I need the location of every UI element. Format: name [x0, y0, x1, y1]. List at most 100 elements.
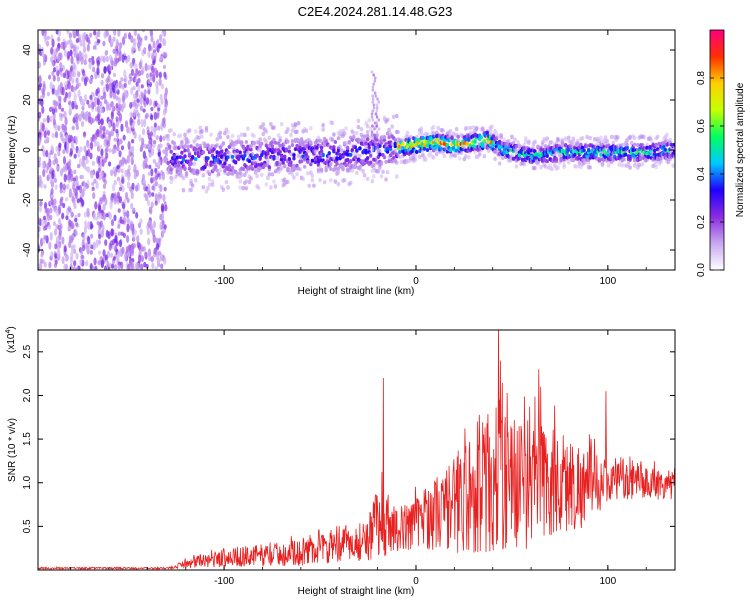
- spectrogram-cell: [63, 252, 68, 257]
- spectrogram-cell: [150, 106, 154, 112]
- spectrogram-cell: [69, 39, 73, 48]
- spectrogram-cell: [655, 134, 660, 139]
- spectrogram-cell: [127, 79, 131, 85]
- spectrogram-cell: [74, 86, 78, 91]
- spectrogram-cell: [183, 167, 187, 172]
- spectrogram-cell: [83, 211, 87, 218]
- spectrogram-cell: [57, 55, 61, 62]
- spectrogram-cell: [59, 116, 63, 122]
- spectrogram-cell: [45, 136, 49, 143]
- spectrogram-cell: [84, 53, 88, 60]
- spectrogram-cell: [332, 132, 336, 137]
- spectrogram-cell: [67, 206, 71, 211]
- spectrogram-cell: [48, 261, 52, 269]
- spectrogram-cell: [57, 217, 62, 225]
- spectrogram-cell: [124, 191, 129, 200]
- spectrogram-cell: [155, 243, 160, 250]
- spectrogram-cell: [57, 151, 61, 157]
- spectrogram-cell: [55, 101, 59, 107]
- spectrogram-cell: [86, 99, 90, 105]
- spectrogram-cell: [321, 127, 325, 132]
- snr-frame: [37, 329, 676, 571]
- spectrogram-cell: [89, 94, 93, 100]
- spectrogram-cell: [301, 176, 305, 182]
- spectrogram-cell: [110, 128, 114, 136]
- spectrogram-cell: [249, 176, 253, 181]
- snr-x-tick-label: 100: [600, 576, 617, 587]
- spectrogram-cell: [109, 200, 113, 210]
- spectrogram-cell: [42, 118, 47, 123]
- spectrogram-cell: [181, 188, 186, 193]
- spectrogram-cell: [90, 233, 94, 239]
- spectrogram-cell: [657, 148, 662, 154]
- spectrogram-spike-cell: [374, 94, 378, 98]
- spectrogram-cell: [210, 182, 215, 188]
- spectrogram-cell: [100, 148, 104, 157]
- spectrogram-cell: [148, 190, 152, 198]
- spectrogram-cell: [51, 88, 55, 95]
- spectrogram-cell: [272, 154, 276, 159]
- spectrogram-cell: [599, 135, 603, 140]
- spectrogram-cell: [169, 128, 173, 133]
- spectrogram-spike-cell: [375, 109, 379, 113]
- spectrogram-cell: [88, 57, 92, 63]
- spectrogram-cell: [365, 176, 370, 182]
- spectrogram-cell: [91, 66, 96, 73]
- spectrogram-cell: [580, 136, 585, 141]
- spectrogram-cell: [243, 132, 247, 138]
- spectrogram-cell: [42, 225, 47, 231]
- spectrogram-cell: [120, 145, 125, 151]
- spectrogram-cell: [376, 169, 381, 174]
- spectrogram-cell: [97, 260, 101, 266]
- spectrogram-cell: [163, 71, 167, 78]
- spectrogram-cell: [107, 140, 111, 148]
- spectrogram-cell: [327, 151, 331, 156]
- spectrogram-y-tick-label: 40: [22, 44, 33, 56]
- spectrogram-spike-cell: [370, 130, 374, 134]
- spectrogram-cell: [192, 161, 196, 167]
- spectrogram-cell: [158, 175, 162, 180]
- spectrogram-cell: [132, 86, 136, 91]
- spectrogram-cell: [56, 76, 61, 82]
- spectrogram-cell: [43, 201, 48, 210]
- spectrogram-cell: [261, 122, 266, 127]
- spectrogram-cell: [130, 35, 134, 43]
- spectrogram-cell: [186, 139, 190, 144]
- spectrogram-cell: [238, 185, 243, 190]
- spectrogram-cell: [215, 168, 219, 173]
- spectrogram-cell: [289, 132, 293, 138]
- spectrogram-cell: [347, 139, 351, 144]
- spectrogram-cell: [359, 138, 364, 143]
- spectrogram-cell: [207, 176, 212, 182]
- spectrogram-cell: [548, 163, 553, 168]
- spectrogram-cell: [55, 65, 59, 71]
- spectrogram-cell: [137, 77, 141, 84]
- spectrogram-cell: [148, 151, 152, 158]
- spectrogram-cell: [147, 89, 151, 95]
- spectrogram-cell: [588, 165, 592, 170]
- spectrogram-cell: [147, 132, 151, 140]
- spectrogram-cell: [394, 113, 399, 119]
- snr-y-axis: 0.5 1.0 1.5 2.0 2.5: [22, 344, 675, 533]
- spectrogram-cell: [152, 60, 156, 66]
- spectrogram-cell: [166, 137, 170, 142]
- spectrogram-cell: [112, 30, 116, 34]
- spectrogram-cell: [130, 68, 135, 76]
- spectrogram-cell: [144, 63, 148, 72]
- spectrogram-cell: [74, 217, 78, 223]
- spectrogram-cell: [89, 249, 93, 255]
- spectrogram-cell: [510, 134, 514, 140]
- spectrogram-cell: [304, 128, 309, 134]
- spectrogram-cell: [48, 241, 52, 250]
- spectrogram-cell: [73, 153, 77, 159]
- spectrogram-cell: [41, 123, 45, 132]
- spectrogram-cell: [96, 171, 100, 179]
- spectrogram-cell: [118, 180, 122, 186]
- spectrogram-cell: [609, 134, 614, 140]
- spectrogram-cell: [441, 128, 445, 133]
- spectrogram-cell: [127, 218, 131, 225]
- spectrogram-cell: [169, 149, 173, 154]
- spectrogram-cell: [48, 74, 52, 80]
- spectrogram-cell: [662, 144, 666, 149]
- spectrogram-cell: [634, 161, 639, 166]
